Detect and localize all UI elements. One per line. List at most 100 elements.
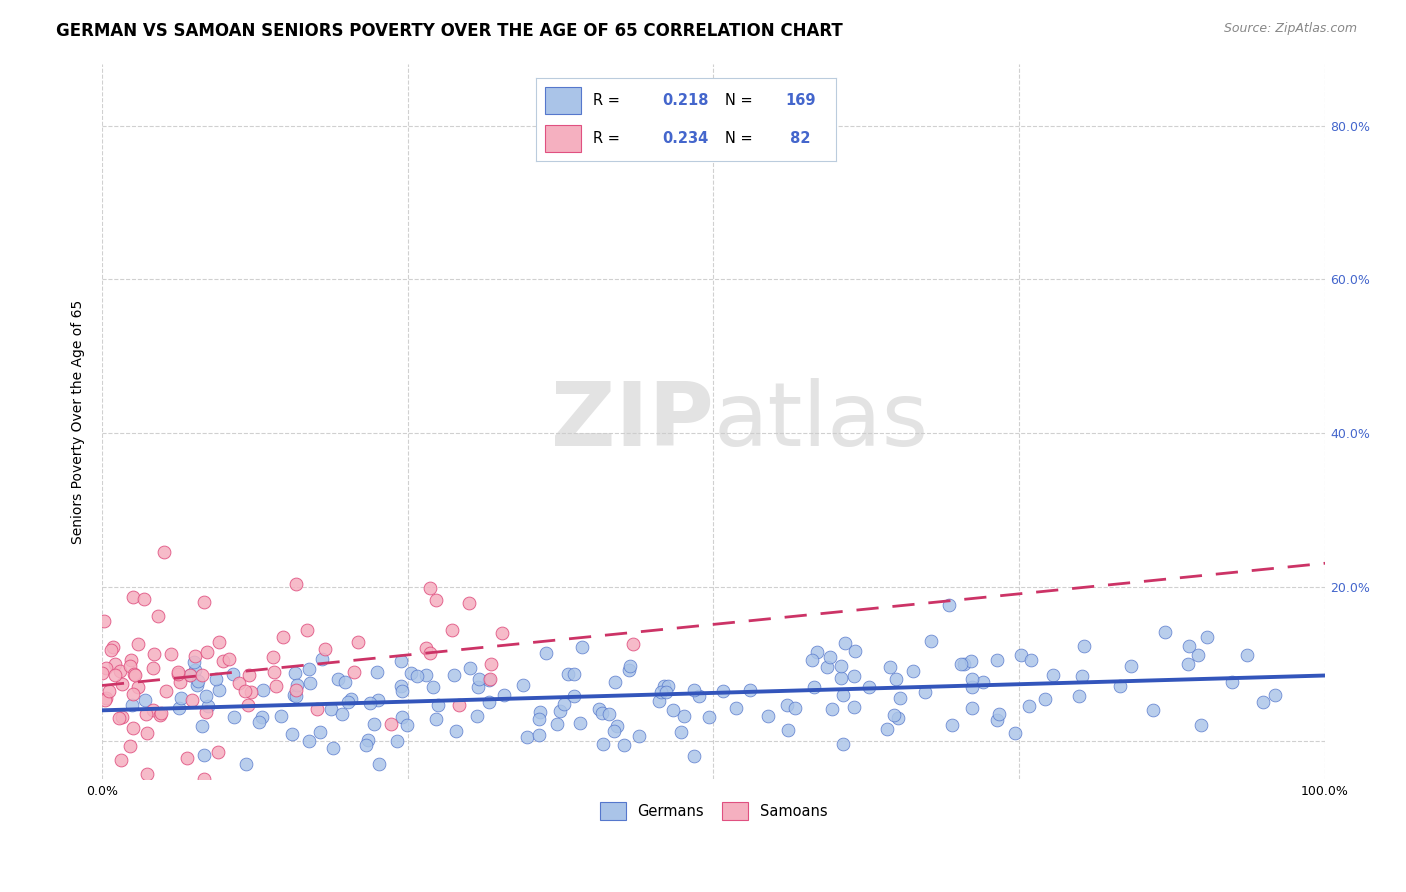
- Point: [391, 684, 413, 698]
- Point: [389, 654, 412, 668]
- Point: [425, 593, 447, 607]
- Point: [492, 688, 515, 702]
- Point: [322, 740, 344, 755]
- Point: [311, 652, 333, 666]
- Point: [284, 576, 307, 591]
- Point: [179, 668, 201, 682]
- Point: [122, 666, 145, 681]
- Point: [914, 685, 936, 699]
- Point: [346, 634, 368, 648]
- Point: [191, 719, 214, 733]
- Point: [236, 698, 259, 712]
- Point: [207, 745, 229, 759]
- Point: [132, 592, 155, 607]
- Point: [801, 653, 824, 667]
- Point: [986, 714, 1008, 728]
- Point: [340, 692, 363, 706]
- Point: [190, 668, 212, 682]
- Point: [406, 668, 429, 682]
- Point: [592, 737, 614, 751]
- Point: [920, 634, 942, 648]
- Point: [571, 640, 593, 654]
- Point: [422, 680, 444, 694]
- Point: [613, 738, 636, 752]
- Point: [603, 674, 626, 689]
- Point: [146, 609, 169, 624]
- Point: [262, 650, 284, 665]
- Point: [235, 756, 257, 771]
- Point: [1189, 718, 1212, 732]
- Point: [683, 682, 706, 697]
- Point: [218, 651, 240, 665]
- Point: [127, 680, 149, 694]
- Point: [655, 685, 678, 699]
- Point: [901, 665, 924, 679]
- Point: [166, 666, 188, 681]
- Point: [889, 691, 911, 706]
- Point: [135, 707, 157, 722]
- Point: [118, 739, 141, 754]
- Point: [207, 682, 229, 697]
- Point: [844, 644, 866, 658]
- Point: [479, 657, 502, 672]
- Point: [711, 683, 734, 698]
- Point: [884, 672, 907, 686]
- Point: [250, 710, 273, 724]
- Point: [783, 701, 806, 715]
- Point: [149, 707, 172, 722]
- Point: [122, 721, 145, 735]
- Point: [194, 705, 217, 719]
- Point: [619, 659, 641, 673]
- Point: [598, 707, 620, 722]
- Point: [121, 698, 143, 712]
- Point: [368, 756, 391, 771]
- Point: [650, 685, 672, 699]
- Point: [662, 703, 685, 717]
- Point: [1177, 657, 1199, 671]
- Point: [342, 665, 364, 679]
- Point: [815, 660, 838, 674]
- Point: [136, 725, 159, 739]
- Point: [1253, 695, 1275, 709]
- Point: [152, 545, 174, 559]
- Point: [546, 717, 568, 731]
- Point: [108, 711, 131, 725]
- Point: [155, 684, 177, 698]
- Point: [1042, 668, 1064, 682]
- Point: [830, 659, 852, 673]
- Point: [233, 684, 256, 698]
- Point: [697, 710, 720, 724]
- Point: [842, 700, 865, 714]
- Point: [465, 709, 488, 723]
- Point: [682, 748, 704, 763]
- Point: [142, 703, 165, 717]
- Point: [776, 723, 799, 738]
- Point: [672, 708, 695, 723]
- Point: [298, 733, 321, 747]
- Point: [120, 659, 142, 673]
- Point: [842, 669, 865, 683]
- Point: [169, 674, 191, 689]
- Point: [1187, 648, 1209, 662]
- Point: [104, 668, 127, 682]
- Point: [876, 722, 898, 736]
- Point: [222, 710, 245, 724]
- Point: [415, 668, 437, 682]
- Point: [588, 702, 610, 716]
- Point: [247, 714, 270, 729]
- Point: [108, 665, 131, 679]
- Point: [1010, 648, 1032, 662]
- Point: [1119, 658, 1142, 673]
- Point: [1264, 688, 1286, 702]
- Point: [1108, 679, 1130, 693]
- Point: [389, 680, 412, 694]
- Point: [142, 660, 165, 674]
- Point: [285, 678, 308, 692]
- Point: [110, 754, 132, 768]
- Point: [988, 706, 1011, 721]
- Point: [458, 661, 481, 675]
- Point: [127, 637, 149, 651]
- Point: [529, 706, 551, 720]
- Point: [938, 598, 960, 612]
- Point: [820, 649, 842, 664]
